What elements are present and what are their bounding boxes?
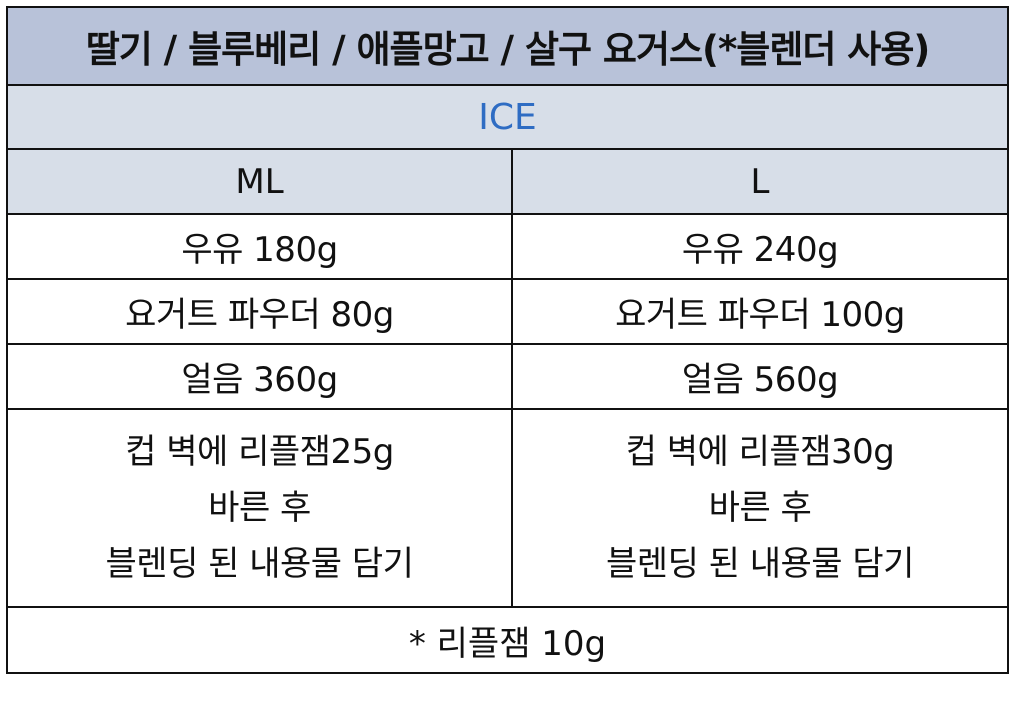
step-ml-2: 바른 후 [8,480,511,536]
steps-ml: 컵 벽에 리플잼25g 바른 후 블렌딩 된 내용물 담기 [7,409,512,607]
size-header-row: ML L [7,149,1008,214]
footnote-row: * 리플잼 10g [7,607,1008,673]
step-ml-3: 블렌딩 된 내용물 담기 [8,536,511,592]
ingredient-row-yogurt-powder: 요거트 파우더 80g 요거트 파우더 100g [7,279,1008,344]
steps-row: 컵 벽에 리플잼25g 바른 후 블렌딩 된 내용물 담기 컵 벽에 리플잼30… [7,409,1008,607]
ingredient-row-ice: 얼음 360g 얼음 560g [7,344,1008,409]
step-l-1: 컵 벽에 리플잼30g [513,424,1007,480]
size-header-l: L [512,149,1008,214]
ingredient-l-ice: 얼음 560g [512,344,1008,409]
recipe-title: 딸기 / 블루베리 / 애플망고 / 살구 요거스(*블렌더 사용) [7,7,1008,85]
step-l-3: 블렌딩 된 내용물 담기 [513,536,1007,592]
section-label-ice: ICE [7,85,1008,149]
ingredient-l-yogurt-powder: 요거트 파우더 100g [512,279,1008,344]
ingredient-l-milk: 우유 240g [512,214,1008,279]
step-l-2: 바른 후 [513,480,1007,536]
steps-l: 컵 벽에 리플잼30g 바른 후 블렌딩 된 내용물 담기 [512,409,1008,607]
recipe-table: 딸기 / 블루베리 / 애플망고 / 살구 요거스(*블렌더 사용) ICE M… [6,6,1009,674]
step-ml-1: 컵 벽에 리플잼25g [8,424,511,480]
title-row: 딸기 / 블루베리 / 애플망고 / 살구 요거스(*블렌더 사용) [7,7,1008,85]
ingredient-ml-milk: 우유 180g [7,214,512,279]
ingredient-row-milk: 우유 180g 우유 240g [7,214,1008,279]
ingredient-ml-ice: 얼음 360g [7,344,512,409]
size-header-ml: ML [7,149,512,214]
section-row: ICE [7,85,1008,149]
ingredient-ml-yogurt-powder: 요거트 파우더 80g [7,279,512,344]
footnote: * 리플잼 10g [7,607,1008,673]
